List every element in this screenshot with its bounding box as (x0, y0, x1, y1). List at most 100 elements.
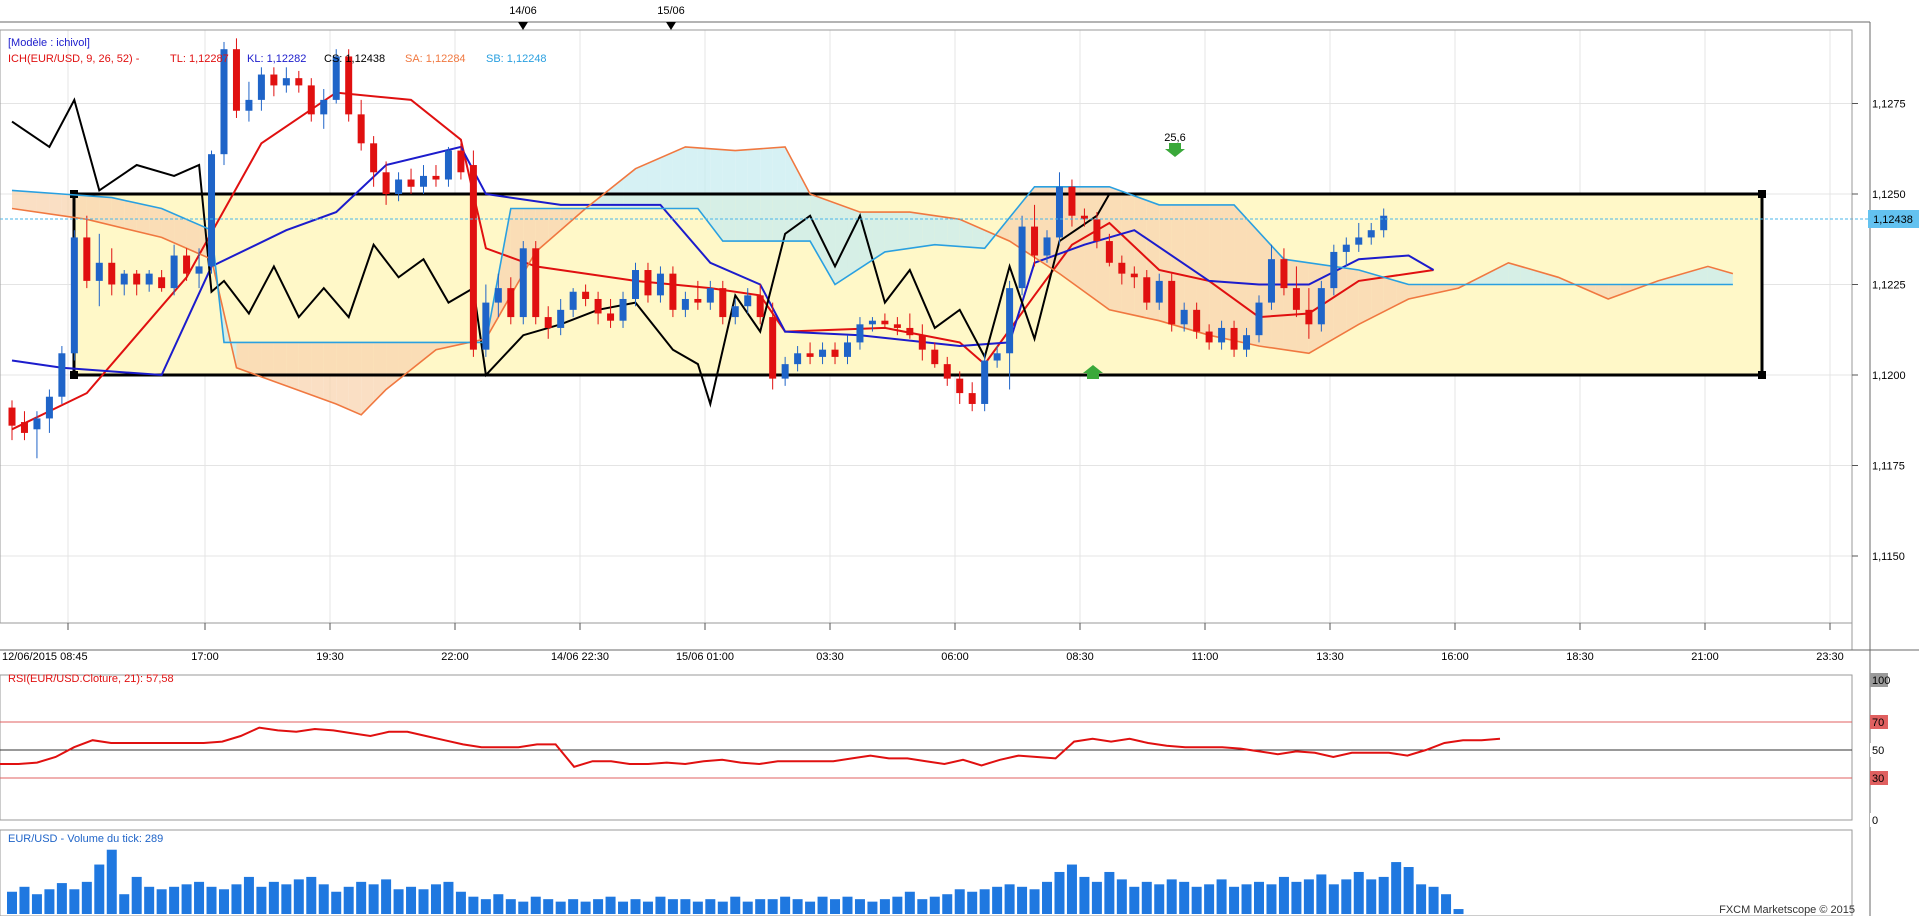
ichimoku-cloud (12, 146, 1733, 415)
date-marker-icon[interactable] (518, 22, 528, 30)
volume-bar (967, 891, 978, 914)
cloud-segment (1109, 186, 1122, 313)
volume-bar (393, 889, 404, 914)
volume-bars (7, 849, 1464, 914)
candle-up (420, 175, 428, 187)
volume-bar (817, 896, 828, 914)
candle-up (1243, 335, 1251, 350)
candle-up (519, 248, 527, 318)
candle-down (407, 179, 415, 187)
cloud-segment (386, 342, 399, 390)
rsi-level-label: 70 (1872, 717, 1884, 729)
volume-bar (1116, 879, 1127, 914)
range-box-handle-tl[interactable] (70, 190, 78, 198)
rsi-level-badge (1870, 771, 1888, 785)
arrow-up-icon[interactable] (1083, 365, 1103, 379)
candle-up (781, 364, 789, 379)
volume-bar (1129, 886, 1140, 914)
cloud-segment (286, 342, 299, 391)
cloud-segment (1583, 284, 1596, 294)
cloud-segment (411, 342, 424, 370)
volume-bar (593, 899, 604, 914)
cloud-segment (423, 342, 436, 360)
candle-down (1230, 327, 1238, 350)
rsi-plot (0, 721, 1852, 779)
candle-up (569, 291, 577, 310)
volume-bar (1154, 884, 1165, 914)
candle-up (1018, 226, 1026, 289)
volume-bar (1266, 884, 1277, 914)
volume-bar (1166, 879, 1177, 914)
range-box-handle-br[interactable] (1758, 371, 1766, 379)
candle-down (532, 248, 540, 318)
y-tick-label: 1,1275 (1872, 99, 1906, 111)
volume-bar (1353, 871, 1364, 914)
date-marker-label: 14/06 (509, 5, 537, 17)
volume-bar (318, 884, 329, 914)
candle-down (1068, 186, 1076, 216)
candle-down (345, 56, 353, 115)
cloud-segment (1221, 204, 1235, 341)
cloud-segment (647, 157, 661, 209)
cloud-segment (74, 194, 87, 220)
volume-bar (1378, 876, 1389, 914)
x-tick-label: 22:00 (441, 651, 469, 663)
candle-up (557, 309, 565, 328)
y-tick-label: 1,1150 (1872, 551, 1905, 563)
candle-down (1193, 309, 1201, 332)
candle-up (320, 99, 328, 115)
volume-bar (1391, 862, 1402, 914)
candle-down (644, 270, 652, 296)
volume-bar (268, 881, 279, 914)
date-marker-icon[interactable] (666, 22, 676, 30)
volume-bar (1216, 879, 1227, 914)
date-marker-label: 15/06 (657, 5, 685, 17)
volume-bar (493, 894, 504, 914)
rsi-axis: 100 70 50 30 0 (1870, 673, 1890, 827)
candle-up (856, 324, 864, 343)
candle-up (220, 49, 228, 155)
volume-bar (1303, 879, 1314, 914)
time-axis: 12/06/2015 08:45 17:00 19:30 22:00 14/06 22:… (2, 623, 1844, 663)
candle-down (769, 317, 777, 379)
candle-down (893, 324, 901, 328)
volume-bar (343, 886, 354, 914)
cloud-segment (959, 219, 973, 248)
volume-bar (356, 881, 367, 914)
volume-bar (767, 899, 778, 914)
volume-label: EUR/USD - Volume du tick: 289 (8, 833, 163, 845)
volume-bar (131, 876, 142, 914)
candle-down (1130, 273, 1138, 278)
volume-bar (667, 899, 678, 914)
volume-bar (243, 876, 254, 914)
candle-up (981, 360, 989, 404)
candle-down (806, 353, 814, 357)
cloud-segment (1595, 284, 1609, 299)
x-tick-label: 13:30 (1316, 651, 1344, 663)
candle-up (1380, 215, 1388, 231)
cloud-segment (298, 342, 312, 395)
cloud-segment (1121, 191, 1135, 316)
volume-bar (119, 894, 130, 914)
volume-bar (605, 896, 616, 914)
volume-bar (555, 901, 566, 914)
legend-tl: TL: 1,12287 (170, 53, 229, 65)
volume-bar (1328, 884, 1339, 914)
candle-up (1180, 309, 1188, 325)
volume-bar (730, 896, 741, 914)
candle-up (706, 288, 714, 303)
volume-bar (94, 864, 105, 914)
arrow-down-icon[interactable] (1165, 143, 1185, 157)
legend-ich: ICH(EUR/USD, 9, 26, 52) - (8, 53, 140, 65)
candle-down (931, 349, 939, 365)
candle-up (145, 273, 153, 285)
candle-up (257, 74, 265, 100)
volume-bar (904, 891, 915, 914)
range-box-handle-tr[interactable] (1758, 190, 1766, 198)
cloud-segment (1096, 186, 1110, 310)
cloud-segment (1670, 273, 1683, 285)
range-box-handle-bl[interactable] (70, 371, 78, 379)
candle-down (1143, 277, 1151, 303)
candle-down (1080, 215, 1088, 220)
